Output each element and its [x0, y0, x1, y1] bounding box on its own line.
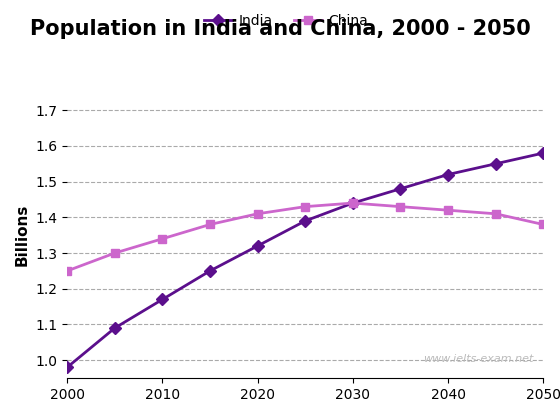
- Text: Population in India and China, 2000 - 2050: Population in India and China, 2000 - 20…: [30, 19, 530, 39]
- India: [159, 297, 166, 302]
- India: [397, 186, 404, 192]
- India: [207, 268, 213, 273]
- India: [64, 365, 71, 370]
- China: [540, 222, 547, 227]
- Y-axis label: Billions: Billions: [15, 204, 30, 266]
- India: [254, 244, 261, 249]
- China: [254, 211, 261, 216]
- India: [445, 172, 451, 177]
- Line: India: India: [63, 149, 547, 371]
- Text: www.ielts-exam.net: www.ielts-exam.net: [423, 354, 534, 364]
- Line: China: China: [63, 199, 547, 275]
- China: [349, 201, 356, 206]
- China: [159, 236, 166, 241]
- China: [207, 222, 213, 227]
- India: [349, 201, 356, 206]
- China: [64, 268, 71, 273]
- India: [540, 150, 547, 155]
- China: [397, 204, 404, 209]
- India: [492, 161, 499, 166]
- India: [111, 326, 118, 331]
- India: [302, 218, 309, 223]
- China: [492, 211, 499, 216]
- China: [445, 208, 451, 213]
- China: [302, 204, 309, 209]
- Legend: India, China: India, China: [199, 8, 374, 33]
- China: [111, 250, 118, 255]
